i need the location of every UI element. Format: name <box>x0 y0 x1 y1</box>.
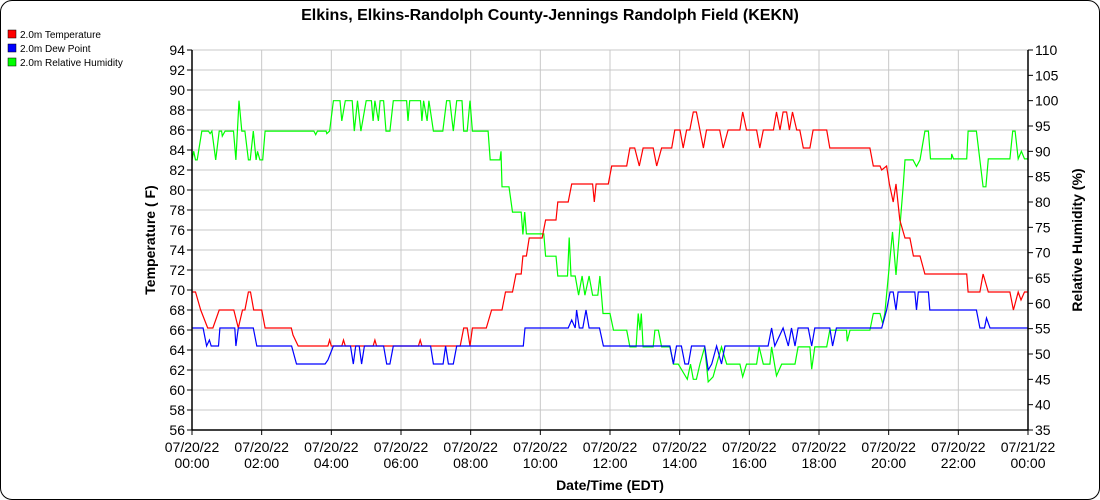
x-tick-time: 00:00 <box>174 455 209 471</box>
y-tick-label: 82 <box>169 162 185 178</box>
y-tick-label: 92 <box>169 62 185 78</box>
series-line-2-0m-dew-point <box>192 291 1028 372</box>
x-tick-date: 07/20/22 <box>861 439 916 455</box>
series-line-2-0m-relative-humidity <box>191 100 1028 384</box>
y-tick-label: 68 <box>169 302 185 318</box>
legend-label-temperature: 2.0m Temperature <box>20 30 101 41</box>
x-tick-time: 10:00 <box>523 455 558 471</box>
x-tick-time: 08:00 <box>453 455 488 471</box>
legend-label-relative-humidity: 2.0m Relative Humidity <box>20 58 123 69</box>
y-tick-label: 78 <box>169 202 185 218</box>
legend-swatch-dew-point <box>7 43 17 53</box>
y-tick-label: 70 <box>169 282 185 298</box>
y-tick-label: 88 <box>169 102 185 118</box>
x-tick-date: 07/20/22 <box>792 439 847 455</box>
x-tick-date: 07/20/22 <box>931 439 986 455</box>
y2-tick-label: 40 <box>1035 397 1051 413</box>
y-tick-label: 62 <box>169 362 185 378</box>
y2-tick-label: 65 <box>1035 270 1051 286</box>
y2-tick-label: 45 <box>1035 371 1051 387</box>
y-axis-label: Temperature ( F) <box>142 185 158 294</box>
x-tick-date: 07/21/22 <box>1001 439 1056 455</box>
y-tick-label: 74 <box>169 242 185 258</box>
x-tick-date: 07/20/22 <box>652 439 707 455</box>
y-tick-label: 64 <box>169 342 185 358</box>
x-tick-date: 07/20/22 <box>234 439 289 455</box>
y2-tick-label: 95 <box>1035 118 1051 134</box>
x-tick-time: 00:00 <box>1010 455 1045 471</box>
legend: 2.0m Temperature 2.0m Dew Point 2.0m Rel… <box>7 29 123 69</box>
axes: 56 58 60 62 64 66 68 70 72 74 76 78 80 82 84 86 88 90 92 94… <box>165 42 1059 471</box>
x-tick-time: 04:00 <box>314 455 349 471</box>
y2-tick-label: 100 <box>1035 93 1059 109</box>
y-tick-label: 76 <box>169 222 185 238</box>
legend-swatch-relative-humidity <box>7 57 17 67</box>
y2-tick-label: 70 <box>1035 245 1051 261</box>
chart-title: Elkins, Elkins-Randolph County-Jennings … <box>301 7 799 24</box>
x-tick-date: 07/20/22 <box>374 439 429 455</box>
x-tick-date: 07/20/22 <box>165 439 220 455</box>
x-tick-time: 22:00 <box>941 455 976 471</box>
x-tick-time: 06:00 <box>383 455 418 471</box>
x-tick-time: 12:00 <box>592 455 627 471</box>
x-tick-time: 18:00 <box>801 455 836 471</box>
y-tick-label: 94 <box>169 42 185 58</box>
x-tick-date: 07/20/22 <box>722 439 777 455</box>
y2-tick-label: 80 <box>1035 194 1051 210</box>
series-lines <box>191 100 1028 384</box>
y-tick-label: 56 <box>169 422 185 438</box>
x-tick-time: 14:00 <box>662 455 697 471</box>
x-tick-time: 20:00 <box>871 455 906 471</box>
x-tick-date: 07/20/22 <box>513 439 568 455</box>
x-axis-label: Date/Time (EDT) <box>556 477 664 493</box>
y2-tick-label: 50 <box>1035 346 1051 362</box>
legend-label-dew-point: 2.0m Dew Point <box>20 44 91 55</box>
y-tick-label: 86 <box>169 122 185 138</box>
y2-tick-label: 110 <box>1035 42 1058 58</box>
x-tick-date: 07/20/22 <box>583 439 638 455</box>
x-tick-date: 07/20/22 <box>443 439 498 455</box>
x-tick-time: 16:00 <box>732 455 767 471</box>
y-tick-label: 84 <box>169 142 185 158</box>
y2-tick-label: 60 <box>1035 295 1051 311</box>
y2-tick-label: 85 <box>1035 169 1051 185</box>
legend-swatch-temperature <box>7 29 17 39</box>
y-tick-label: 66 <box>169 322 185 338</box>
y-tick-label: 90 <box>169 82 185 98</box>
y2-tick-label: 55 <box>1035 321 1051 337</box>
y-tick-label: 58 <box>169 402 185 418</box>
y2-tick-label: 35 <box>1035 422 1051 438</box>
x-tick-time: 02:00 <box>244 455 279 471</box>
y-tick-label: 72 <box>169 262 185 278</box>
y2-tick-label: 75 <box>1035 219 1051 235</box>
y2-axis-label: Relative Humidity (%) <box>1069 168 1085 311</box>
y2-tick-label: 105 <box>1035 67 1059 83</box>
y-tick-label: 80 <box>169 182 185 198</box>
y2-tick-label: 90 <box>1035 143 1051 159</box>
y-tick-label: 60 <box>169 382 185 398</box>
grid <box>191 49 1029 431</box>
x-tick-date: 07/20/22 <box>304 439 359 455</box>
